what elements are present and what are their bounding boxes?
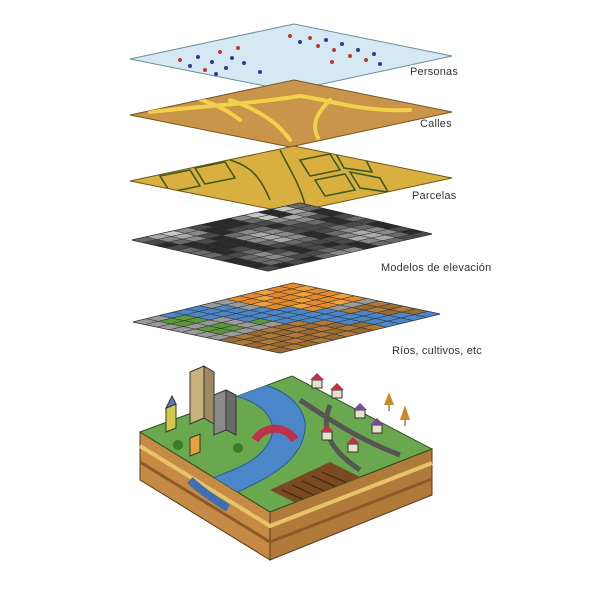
terrain-block (138, 365, 434, 561)
calles-layer (129, 79, 453, 148)
landuse-grid (133, 283, 440, 353)
modelos-layer (131, 202, 433, 272)
label-modelos-elevacion: Modelos de elevación (381, 262, 492, 274)
personas-layer (129, 23, 453, 92)
label-rios-cultivos: Ríos, cultivos, etc (392, 345, 482, 357)
city-buildings (164, 365, 237, 457)
label-parcelas: Parcelas (412, 190, 457, 202)
grid-cell (414, 311, 440, 318)
personas-plane (129, 23, 453, 92)
people-dots (178, 34, 382, 78)
trees (173, 392, 410, 453)
parcel-lines (158, 149, 390, 206)
rios-layer (132, 282, 441, 354)
label-personas: Personas (410, 66, 459, 78)
calles-plane (129, 79, 453, 148)
label-calles: Calles (420, 118, 452, 130)
parcelas-plane (129, 145, 453, 214)
houses (310, 373, 384, 453)
parcelas-layer (129, 145, 453, 214)
bridge (251, 424, 299, 443)
elevation-grid (132, 203, 432, 271)
